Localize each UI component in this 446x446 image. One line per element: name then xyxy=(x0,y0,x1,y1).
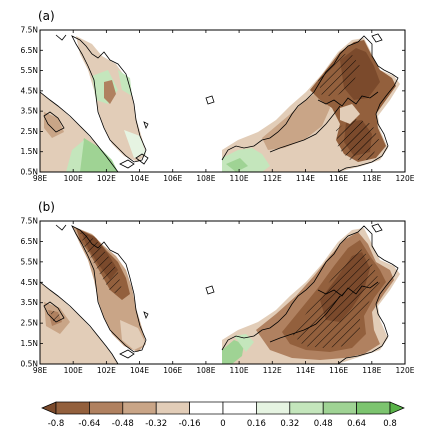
panel-b-ytick-label: 0.5N xyxy=(20,360,38,369)
panel-b-xtick-label: 120E xyxy=(395,366,414,375)
panel-b-ytick-label: 1.5N xyxy=(20,339,38,348)
colorbar-level-label: 0.8 xyxy=(383,419,397,429)
panel-a-sumatra-green2 xyxy=(66,140,84,172)
panel-a-xtick-label: 102E xyxy=(97,174,116,183)
panel-b-borneo-green xyxy=(222,340,244,364)
panel-b-xtick-label: 98E xyxy=(33,366,48,375)
panel-b-ytick-label: 4.5N xyxy=(20,278,38,287)
colorbar-level-label: -0.32 xyxy=(145,419,167,429)
panel-b-xtick-label: 102E xyxy=(97,366,116,375)
panel-b-hatch-3 xyxy=(292,246,380,348)
panel-b-map xyxy=(40,223,400,364)
colorbar-box xyxy=(222,401,257,415)
panel-a-sumatra-brown xyxy=(44,112,64,138)
panel-a-hatch-2 xyxy=(336,118,380,160)
panel-a-ytick-label: 4.5N xyxy=(20,86,38,95)
panel-a-xtick-label: 108E xyxy=(196,174,215,183)
panel-a-xtick-label: 120E xyxy=(395,174,414,183)
colorbar-level-label: 0 xyxy=(220,419,225,429)
panel-a-ytick-label: 1.5N xyxy=(20,147,38,156)
panel-a-malay-green3 xyxy=(124,130,146,158)
panel-a-xtick-label: 98E xyxy=(33,174,48,183)
panel-b-xtick-label: 104E xyxy=(130,366,149,375)
colorbar-level-label: 0.48 xyxy=(314,419,333,429)
panel-a-ytick-label: 0.5N xyxy=(20,168,38,177)
colorbar-level-label: 0.64 xyxy=(347,419,366,429)
colorbar-box xyxy=(256,401,291,415)
panel-a-sumatra-green xyxy=(78,138,118,172)
colorbar-level-label: 0.16 xyxy=(247,419,266,429)
panel-a-malay-green2 xyxy=(118,70,132,96)
colorbar-box xyxy=(55,401,90,415)
panel-a-ytick-label: 7.5N xyxy=(20,26,38,35)
colorbar-box xyxy=(189,401,224,415)
colorbar-level-label: -0.8 xyxy=(48,419,65,429)
panel-b-xtick-label: 116E xyxy=(329,366,348,375)
panel-a-malay-brown xyxy=(104,80,116,104)
panel-b-xtick-label: 118E xyxy=(362,366,381,375)
colorbar-max-triangle xyxy=(389,401,405,415)
colorbar-level-label: -0.48 xyxy=(112,419,134,429)
colorbar-box xyxy=(155,401,190,415)
colorbar-min-triangle xyxy=(41,401,57,415)
panel-b-ytick-label: 3.5N xyxy=(20,298,38,307)
panel-a-label: (a) xyxy=(38,9,55,23)
panel-a-ytick-label: 5.5N xyxy=(20,66,38,75)
panel-a: (a) xyxy=(20,9,414,183)
colorbar-level-label: -0.64 xyxy=(78,419,100,429)
panel-a-hatch-1 xyxy=(318,52,360,96)
panel-b-ytick-label: 2.5N xyxy=(20,319,38,328)
panel-a-ytick-label: 6.5N xyxy=(20,46,38,55)
panel-b-ytick-label: 6.5N xyxy=(20,237,38,246)
colorbar-box xyxy=(122,401,157,415)
panel-a-xtick-label: 110E xyxy=(230,174,249,183)
panel-b-ytick-label: 7.5N xyxy=(20,217,38,226)
panel-a-ytick-label: 2.5N xyxy=(20,127,38,136)
panel-b-axes: 98E 100E 102E 104E 106E 108E 110E 112E 114E 116E 1… xyxy=(20,217,414,376)
colorbar-box xyxy=(289,401,324,415)
panel-a-borneo-mid xyxy=(262,88,330,150)
colorbar-box xyxy=(89,401,124,415)
panel-b-malay-pale xyxy=(120,320,146,350)
panel-b-coastlines xyxy=(40,223,399,364)
colorbar-level-label: 0.32 xyxy=(280,419,299,429)
panel-a-xtick-label: 100E xyxy=(64,174,83,183)
panel-a-frame xyxy=(39,29,406,173)
panel-a-ytick-label: 3.5N xyxy=(20,107,38,116)
colorbar-box xyxy=(322,401,357,415)
panel-a-xtick-label: 104E xyxy=(130,174,149,183)
panel-b-xtick-label: 112E xyxy=(263,366,282,375)
panel-a-map xyxy=(40,33,400,172)
colorbar-level-label: -0.16 xyxy=(179,419,201,429)
panel-b-xtick-label: 106E xyxy=(163,366,182,375)
panel-a-xtick-label: 112E xyxy=(263,174,282,183)
colorbar-box xyxy=(356,401,391,415)
panel-b-hatch-1 xyxy=(80,232,122,294)
panel-b-xtick-label: 108E xyxy=(196,366,215,375)
panel-a-borneo-green2 xyxy=(226,158,248,172)
panel-b-label: (b) xyxy=(38,200,55,214)
panel-b-sumatra-shade xyxy=(40,282,118,364)
panel-a-xtick-label: 116E xyxy=(329,174,348,183)
panel-b-xtick-label: 114E xyxy=(296,366,315,375)
panel-b-xtick-label: 110E xyxy=(230,366,249,375)
colorbar: -0.8 -0.64 -0.48 -0.32 -0.16 0 0.16 0.32 0.48 0.6… xyxy=(41,401,405,429)
panel-a-axes: 98E 100E 102E 104E 106E 108E 110E 112E 114E 116E 1… xyxy=(20,26,414,184)
panel-a-xtick-label: 114E xyxy=(296,174,315,183)
panel-b-ytick-label: 5.5N xyxy=(20,257,38,266)
panel-b: (b) xyxy=(20,200,414,375)
panel-b-xtick-label: 100E xyxy=(64,366,83,375)
panel-b-borneo-green2 xyxy=(234,334,254,352)
panel-a-xtick-label: 106E xyxy=(163,174,182,183)
panel-a-coastlines xyxy=(40,33,399,172)
panel-a-xtick-label: 118E xyxy=(362,174,381,183)
panel-b-frame xyxy=(39,220,406,365)
